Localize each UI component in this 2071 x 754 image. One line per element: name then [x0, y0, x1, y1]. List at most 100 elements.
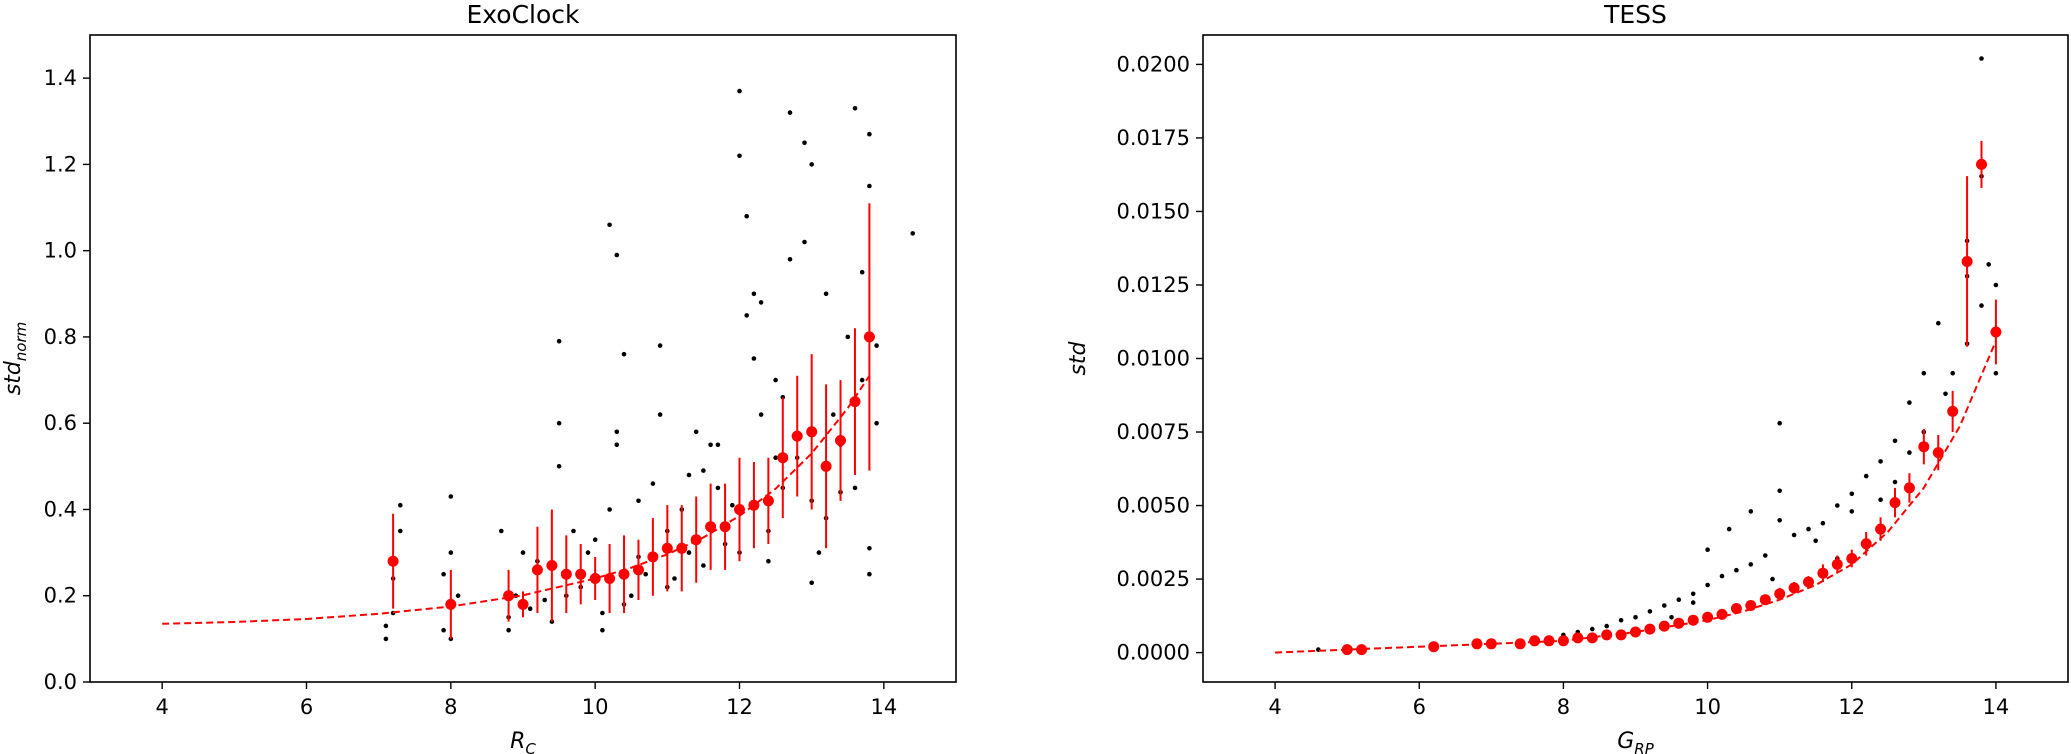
x-tick-label: 6 [300, 695, 313, 719]
data-point [708, 442, 713, 448]
y-tick-label: 0.6 [44, 411, 77, 435]
data-point [831, 412, 836, 417]
fit-curve [1275, 340, 1997, 654]
x-tick-label: 4 [1268, 695, 1281, 719]
data-point [585, 550, 591, 555]
data-point [867, 131, 872, 137]
data-point [1813, 538, 1818, 544]
data-point [1777, 518, 1782, 523]
binned-point [1961, 256, 1973, 267]
binned-point [604, 573, 616, 584]
data-point [527, 606, 533, 611]
data-point [614, 442, 620, 448]
binned-point [1615, 629, 1627, 641]
y-tick-label: 0.0050 [1117, 494, 1190, 518]
data-point [556, 338, 562, 344]
data-point [1669, 615, 1674, 620]
data-point [744, 213, 749, 219]
binned-point [575, 568, 587, 580]
data-point [1849, 491, 1855, 497]
fit-curve [162, 375, 871, 625]
binned-point [1644, 623, 1656, 635]
x-tick-label: 12 [1838, 695, 1865, 719]
binned-point [719, 521, 731, 533]
data-point [1979, 56, 1984, 61]
binned-point [820, 460, 832, 472]
data-point [657, 412, 663, 417]
binned-point [863, 331, 875, 343]
data-point [1993, 282, 1999, 288]
data-point [1676, 597, 1682, 602]
binned-point [1903, 482, 1915, 494]
binned-point [1990, 326, 2002, 338]
binned-point [1745, 600, 1757, 611]
binned-point [1860, 538, 1872, 550]
data-point [802, 140, 807, 146]
data-point [1590, 626, 1595, 632]
x-tick-label: 6 [1413, 695, 1426, 719]
data-point [448, 636, 454, 642]
data-point [448, 494, 454, 499]
data-point [751, 356, 757, 361]
binned-point [517, 598, 529, 610]
data-point [455, 593, 461, 598]
data-point [398, 502, 403, 508]
data-point [607, 222, 612, 228]
data-point [766, 558, 771, 564]
data-point [1943, 391, 1948, 397]
binned-point [503, 590, 515, 602]
y-tick-label: 0.0075 [1117, 420, 1190, 444]
y-tick-label: 1.0 [44, 239, 77, 263]
data-point [1633, 615, 1638, 620]
data-point [607, 507, 612, 512]
data-point [1647, 609, 1653, 614]
binned-point [1514, 638, 1526, 650]
data-point [773, 377, 778, 383]
binned-point [1788, 582, 1800, 594]
data-point [657, 343, 663, 348]
data-point [859, 269, 865, 275]
binned-point [1673, 617, 1685, 629]
data-point [441, 571, 446, 577]
data-point [1892, 438, 1898, 444]
data-point [1690, 600, 1696, 605]
data-point [1849, 509, 1855, 514]
data-point [1604, 623, 1609, 629]
data-point [1763, 553, 1768, 558]
data-point [592, 537, 598, 542]
y-tick-label: 0.0150 [1117, 199, 1190, 223]
y-tick-label: 0.2 [44, 584, 77, 608]
data-point [506, 627, 511, 633]
data-point [643, 571, 648, 577]
data-point [600, 627, 605, 633]
data-point [1690, 591, 1696, 597]
data-point [556, 420, 562, 426]
binned-point [835, 435, 846, 446]
data-point [910, 231, 915, 236]
binned-point [762, 495, 774, 507]
binned-point [1716, 608, 1728, 620]
data-point [499, 528, 504, 534]
data-point [1863, 473, 1869, 479]
binned-point [1817, 567, 1829, 579]
binned-point [647, 551, 659, 563]
binned-point [589, 573, 601, 584]
y-tick-label: 1.4 [44, 66, 77, 90]
data-point [1907, 450, 1912, 455]
data-point [751, 291, 757, 297]
y-tick-label: 0.0175 [1117, 126, 1190, 150]
tess-plot: 4 6 8 10 12 14 0.0000 0.0025 0.0050 0.0075 0.0100 0… [1066, 0, 2069, 754]
data-point [715, 485, 721, 491]
data-point [1705, 582, 1710, 588]
binned-point [661, 542, 673, 554]
binned-point [1702, 611, 1714, 623]
data-point [1950, 370, 1955, 376]
binned-point [618, 568, 630, 580]
data-point [730, 502, 735, 508]
binned-point [806, 426, 818, 438]
data-point [1777, 488, 1782, 494]
binned-point [1485, 638, 1497, 650]
binned-point [1356, 644, 1368, 656]
binned-point [531, 564, 543, 576]
